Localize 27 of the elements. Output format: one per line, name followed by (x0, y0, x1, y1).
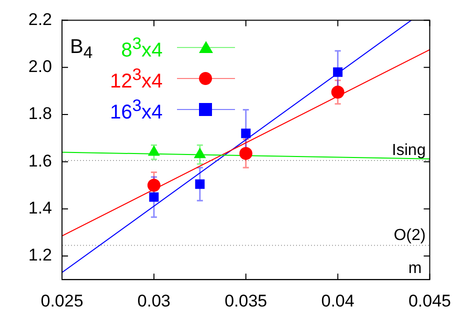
legend-title: B$_{4}$ (70, 35, 93, 64)
point (241, 128, 251, 138)
y-tick-label: 2.0 (28, 57, 52, 76)
point (331, 86, 344, 99)
legend-label: 8$^{3}$x4 (121, 33, 163, 64)
point (195, 179, 205, 189)
x-tick-label: 0.035 (224, 291, 268, 310)
ref-line-label: Ising (392, 142, 426, 159)
point (147, 178, 160, 192)
legend-label: 12$^{3}$x4 (110, 65, 163, 93)
point (148, 146, 160, 156)
y-tick-label: 1.2 (28, 246, 52, 265)
annotation: m (408, 260, 422, 278)
legend-label: 16$^{3}$x4 (110, 96, 163, 124)
x-tick-label: 0.03 (137, 291, 170, 310)
x-tick-label: 0.025 (40, 291, 84, 310)
y-tick-label: 1.8 (28, 104, 52, 124)
y-tick-label: 1.4 (28, 198, 52, 218)
y-tick-label: 2.2 (28, 10, 52, 29)
x-tick-label: 0.04 (321, 291, 354, 310)
point (333, 67, 343, 77)
ref-line-label: O(2) (394, 226, 426, 244)
point (239, 146, 252, 160)
point (149, 192, 159, 202)
y-tick-label: 1.6 (28, 151, 52, 170)
x-tick-label: 0.045 (408, 291, 452, 310)
point (194, 148, 206, 158)
